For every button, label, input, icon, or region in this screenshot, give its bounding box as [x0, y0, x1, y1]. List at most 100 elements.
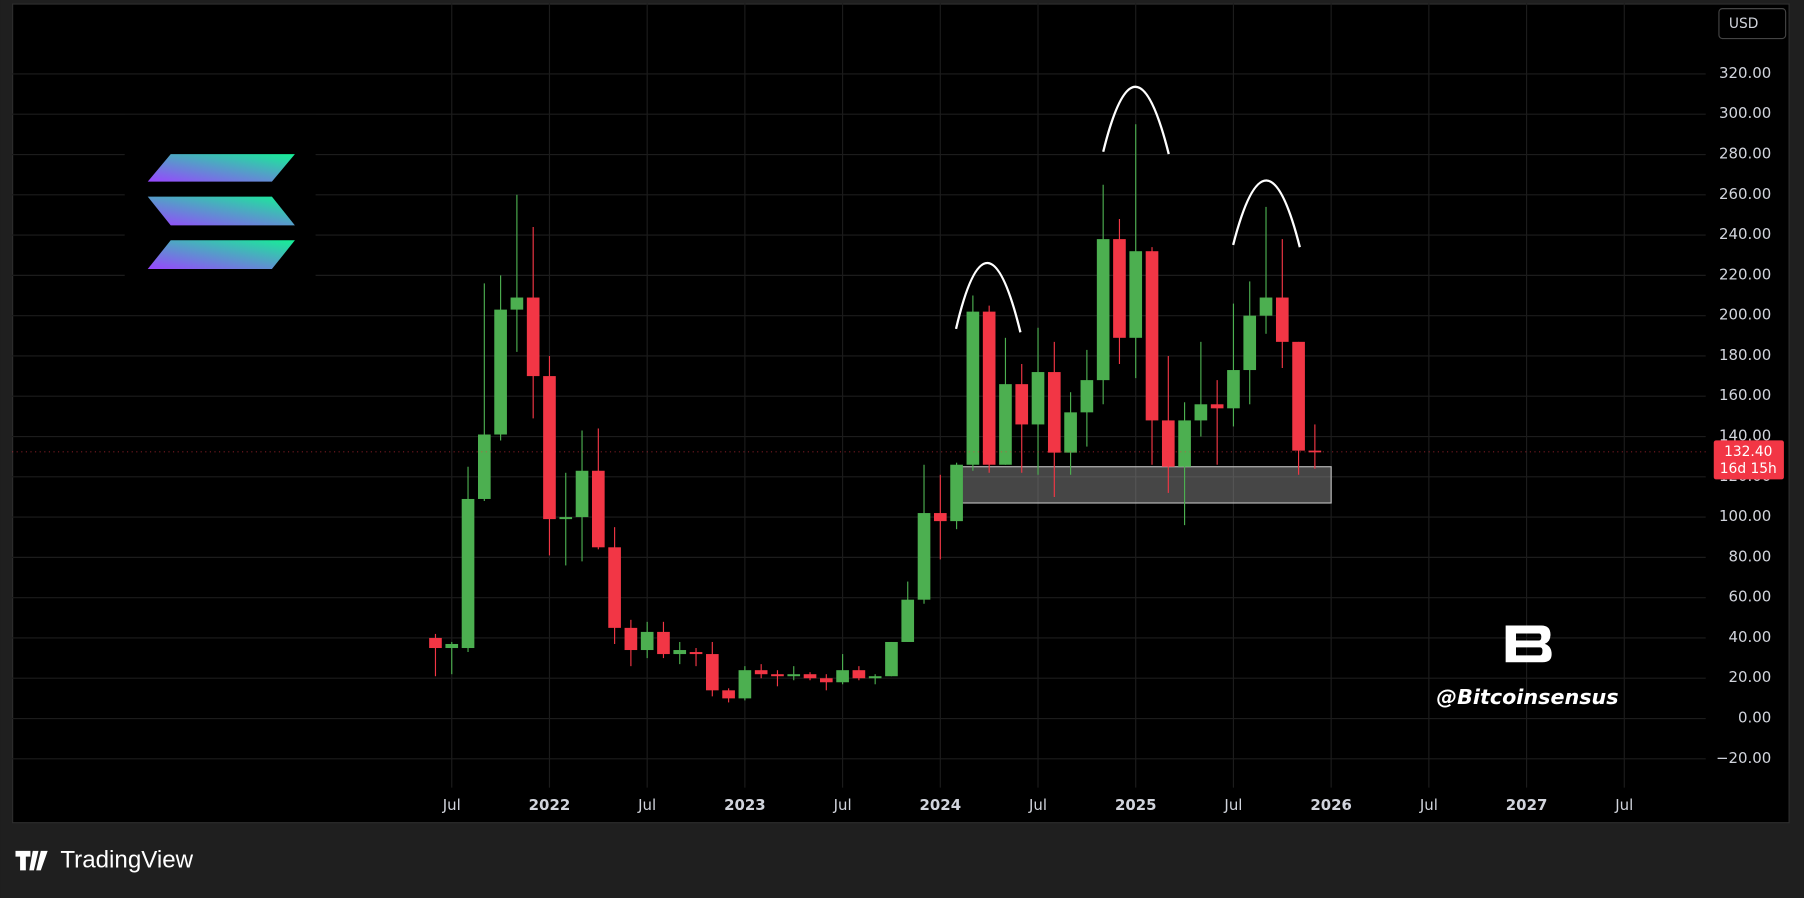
y-tick-label: 0.00 — [1738, 709, 1771, 727]
candle-body — [1047, 372, 1061, 453]
b-logo — [1505, 625, 1552, 663]
candle-body — [657, 631, 670, 655]
candle-body — [754, 670, 768, 675]
x-tick-label: 2025 — [1115, 796, 1157, 814]
y-tick-label: 160.00 — [1719, 386, 1771, 404]
candle-body — [526, 297, 540, 377]
x-tick-label: Jul — [1419, 796, 1438, 814]
x-tick-label: Jul — [833, 796, 852, 814]
candle-body — [1015, 384, 1029, 425]
candle-body — [1243, 315, 1257, 371]
candle-body — [1194, 404, 1208, 421]
candle-body — [1080, 380, 1094, 413]
candle-body — [494, 309, 507, 435]
currency[interactable]: USD — [1729, 16, 1758, 32]
brand: TradingView — [15, 847, 194, 874]
x-tick-label: Jul — [637, 796, 656, 814]
candle-body — [885, 641, 898, 677]
countdown: 16d 15h — [1720, 461, 1777, 477]
candle-body — [982, 311, 996, 465]
candle-body — [1227, 370, 1240, 409]
y-tick-label: 200.00 — [1719, 306, 1771, 324]
y-tick-label: 280.00 — [1719, 145, 1771, 163]
candle-body — [510, 297, 524, 310]
candle-body — [1145, 251, 1159, 421]
arc — [1102, 85, 1170, 155]
candle-body — [917, 513, 931, 600]
candle-body — [738, 670, 752, 699]
y-tick-label: 100.00 — [1719, 507, 1771, 525]
candle-body — [933, 513, 947, 522]
x-tick-label: Jul — [1028, 796, 1047, 814]
candle-body — [1259, 297, 1273, 316]
y-tick-label: 40.00 — [1728, 628, 1771, 646]
x-tick-label: 2027 — [1506, 796, 1548, 814]
candle-body — [901, 599, 915, 642]
candle-body — [950, 464, 963, 522]
candle-body — [461, 498, 475, 649]
candle-body — [445, 643, 459, 649]
candle-body — [999, 384, 1012, 465]
candle-body — [836, 670, 849, 683]
x-tick-label: 2022 — [529, 796, 571, 814]
candle-body — [868, 676, 882, 679]
logo-bar — [147, 154, 295, 182]
brand-name: TradingView — [60, 847, 193, 874]
candle-body — [1275, 297, 1289, 342]
x-tick-label: 2024 — [920, 796, 962, 814]
arc — [1232, 179, 1301, 248]
candle-body — [1064, 412, 1077, 453]
watermark: @Bitcoinsensus — [1436, 685, 1618, 709]
candle-body — [722, 690, 735, 699]
candle-body — [477, 434, 491, 499]
candle-body — [559, 517, 573, 520]
candle-body — [1161, 420, 1175, 467]
price-label: 132.40 — [1724, 444, 1772, 460]
y-tick-label: 80.00 — [1728, 547, 1771, 565]
y-tick-label: 20.00 — [1728, 668, 1771, 686]
currency-button[interactable] — [1718, 8, 1787, 40]
candle-body — [771, 674, 784, 677]
price-label-bg — [1713, 440, 1784, 480]
annotations — [954, 85, 1301, 333]
x-tick-label: Jul — [1223, 796, 1242, 814]
candle-body — [787, 674, 801, 677]
candle-body — [803, 674, 817, 679]
y-tick-label: 320.00 — [1719, 64, 1771, 82]
x-tick-label: Jul — [442, 796, 461, 814]
candle-body — [1178, 420, 1191, 467]
candle-body — [1031, 372, 1045, 425]
y-tick-label: 140.00 — [1719, 427, 1771, 445]
candle-body — [852, 670, 866, 679]
y-tick-label: 260.00 — [1719, 185, 1771, 203]
candle-body — [1113, 239, 1126, 338]
y-tick-label: 300.00 — [1719, 104, 1771, 122]
candle-body — [1210, 404, 1224, 409]
x-tick-label: Jul — [1614, 796, 1633, 814]
candle-body — [1129, 251, 1143, 338]
candle-body — [429, 637, 442, 649]
candle-body — [640, 631, 654, 651]
candle-body — [1096, 239, 1110, 381]
candle-body — [819, 678, 833, 683]
solana-logo — [124, 114, 316, 288]
candle-body — [1292, 341, 1305, 451]
candle-body — [966, 311, 980, 465]
y-tick-label: 180.00 — [1719, 346, 1771, 364]
candle-body — [608, 547, 621, 628]
y-tick-label: 60.00 — [1728, 588, 1771, 606]
y-tick-label: 240.00 — [1719, 225, 1771, 243]
candle-body — [1308, 450, 1322, 453]
logo-bar — [147, 196, 295, 226]
candle-body — [705, 654, 719, 691]
candle-body — [543, 376, 556, 520]
logo-bar — [147, 240, 295, 270]
y-tick-label: −20.00 — [1716, 749, 1771, 767]
y-tick-label: 220.00 — [1719, 265, 1771, 283]
candle-body — [689, 652, 703, 655]
x-tick-label: 2026 — [1310, 796, 1352, 814]
support-zone — [956, 466, 1332, 504]
candle-body — [624, 627, 638, 651]
arc — [954, 262, 1022, 333]
